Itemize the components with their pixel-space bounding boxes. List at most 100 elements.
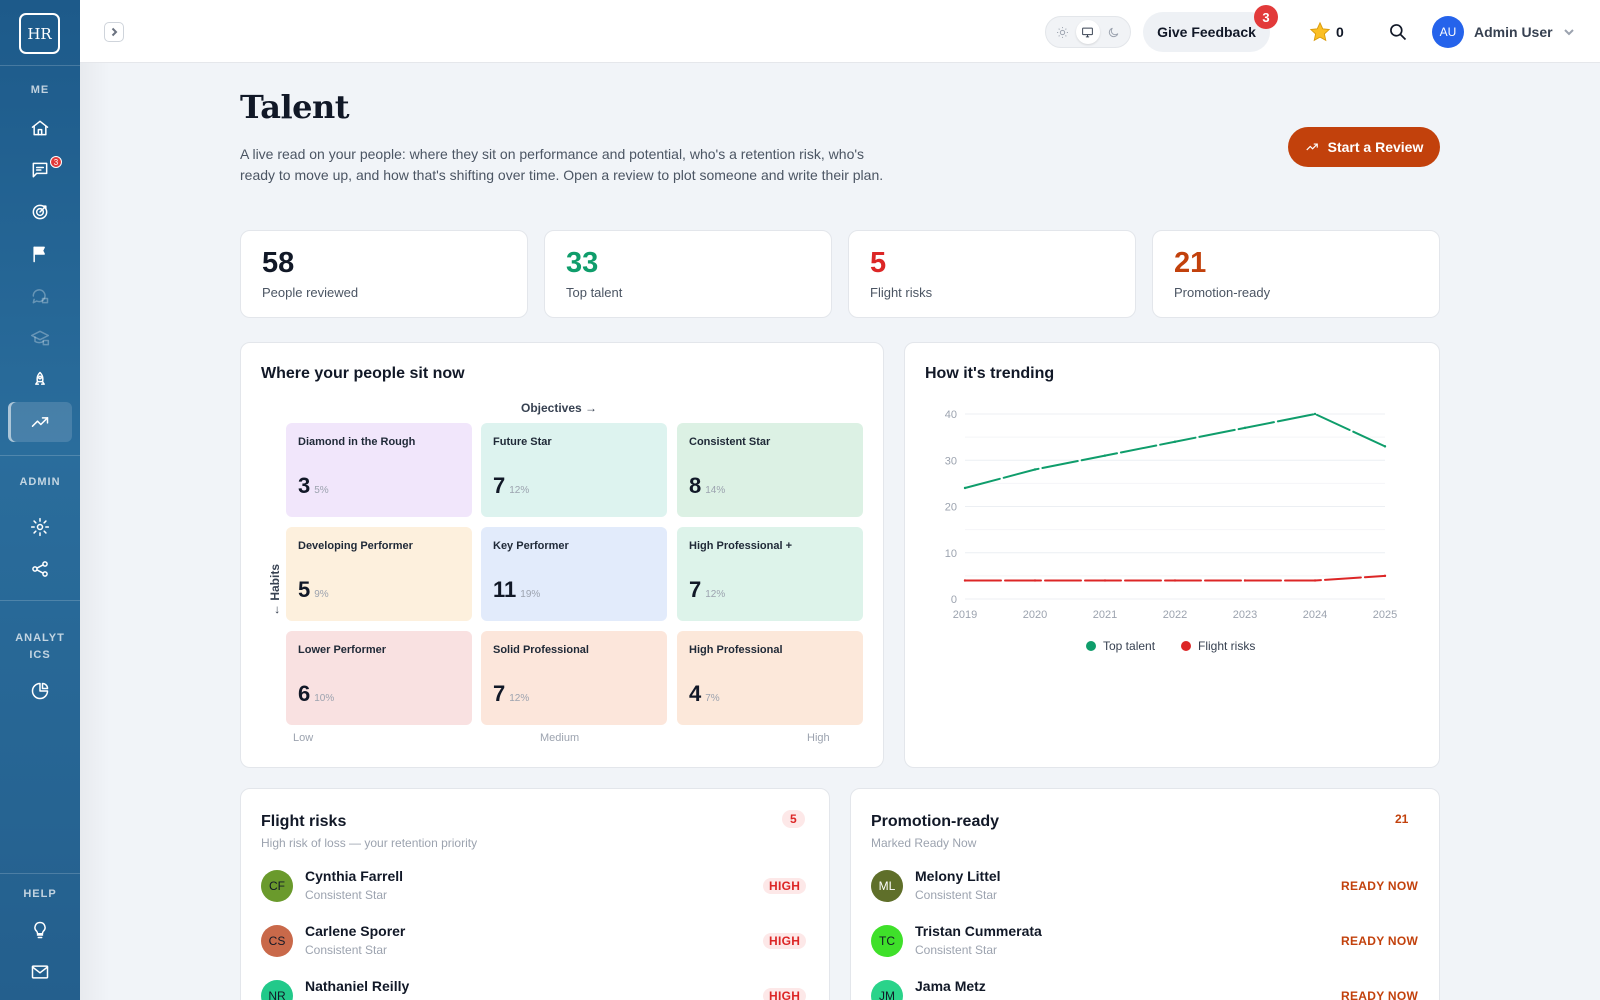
sidebar-item-launch[interactable] xyxy=(8,360,72,400)
give-feedback-button[interactable]: Give Feedback xyxy=(1143,12,1270,52)
stat-card-top-talent[interactable]: 33 Top talent xyxy=(544,230,832,318)
page-title: Talent xyxy=(240,88,350,126)
list-item[interactable]: CF Cynthia Farrell Consistent Star HIGH xyxy=(261,866,811,906)
theme-system-button[interactable] xyxy=(1075,20,1100,44)
stat-card-people-reviewed[interactable]: 58 People reviewed xyxy=(240,230,528,318)
user-menu[interactable]: AU Admin User xyxy=(1432,15,1575,49)
person-role: Consistent Star xyxy=(915,888,998,902)
stat-value: 21 xyxy=(1174,247,1207,279)
avatar: JM xyxy=(871,980,903,1000)
grid-cell-solid-professional[interactable]: Solid Professional 7 12% xyxy=(481,631,667,725)
grid-cell-high-professional[interactable]: High Professional 4 7% xyxy=(677,631,863,725)
cell-percent: 7% xyxy=(705,693,720,704)
sidebar-item-analytics[interactable] xyxy=(8,671,72,711)
data-point-flight-risks xyxy=(1383,574,1387,578)
user-avatar: AU xyxy=(1432,16,1464,48)
flag-icon xyxy=(33,246,45,263)
cell-count: 8 14% xyxy=(689,473,725,499)
y-tick-label: 10 xyxy=(945,548,957,560)
avatar: CF xyxy=(261,870,293,902)
stat-card-flight-risks[interactable]: 5 Flight risks xyxy=(848,230,1136,318)
theme-light-button[interactable] xyxy=(1051,20,1075,44)
grid-cell-diamond-in-the-rough[interactable]: Diamond in the Rough 3 5% xyxy=(286,423,472,517)
x-tick-label: 2021 xyxy=(1093,609,1117,621)
data-point-flight-risks xyxy=(1243,579,1247,582)
list-item[interactable]: NR Nathaniel Reilly HIGH xyxy=(261,976,811,1000)
legend-item-top-talent[interactable]: Top talent xyxy=(1086,639,1155,653)
stat-card-promotion-ready[interactable]: 21 Promotion-ready xyxy=(1152,230,1440,318)
promotion-ready-subtitle: Marked Ready Now xyxy=(871,836,977,850)
list-item[interactable]: JM Jama Metz READY NOW xyxy=(871,976,1421,1000)
stat-label: Flight risks xyxy=(870,285,933,300)
list-item[interactable]: TC Tristan Cummerata Consistent Star REA… xyxy=(871,921,1421,961)
list-item[interactable]: ML Melony Littel Consistent Star READY N… xyxy=(871,866,1421,906)
sidebar-item-contact[interactable] xyxy=(8,952,72,992)
theme-dark-button[interactable] xyxy=(1101,20,1125,44)
sidebar-section-help: HELP xyxy=(23,888,57,900)
person-name: Melony Littel xyxy=(915,868,1001,884)
cell-count: 6 10% xyxy=(298,681,334,707)
y-axis-label: ← Habits xyxy=(268,563,283,617)
sidebar-item-learning-locked xyxy=(8,318,72,358)
cell-count-value: 8 xyxy=(689,473,702,498)
ready-status-badge: READY NOW xyxy=(1341,879,1419,893)
start-review-button[interactable]: Start a Review xyxy=(1288,127,1440,167)
monitor-icon xyxy=(1082,27,1094,37)
trend-card: How it's trending 0 10 20 30 40 2019 2020 2021 2… xyxy=(904,342,1440,768)
grid-cell-developing-performer[interactable]: Developing Performer 5 9% xyxy=(286,527,472,621)
legend-item-flight-risks[interactable]: Flight risks xyxy=(1181,639,1255,653)
app-logo[interactable]: HR xyxy=(19,13,60,54)
trend-title: How it's trending xyxy=(925,365,1055,382)
sidebar-section-admin: ADMIN xyxy=(19,476,61,488)
avatar: ML xyxy=(871,870,903,902)
y-tick-label: 0 xyxy=(951,594,957,606)
grid-cell-lower-performer[interactable]: Lower Performer 6 10% xyxy=(286,631,472,725)
data-point-top-talent xyxy=(963,486,967,490)
list-item[interactable]: CS Carlene Sporer Consistent Star HIGH xyxy=(261,921,811,961)
sidebar-item-talent[interactable] xyxy=(8,402,72,442)
theme-toggle xyxy=(1045,16,1131,48)
cell-count: 7 12% xyxy=(493,473,529,499)
search-icon xyxy=(1390,24,1407,41)
sidebar-item-milestones[interactable] xyxy=(8,234,72,274)
sidebar-item-goals[interactable] xyxy=(8,192,72,232)
points-display[interactable]: 0 xyxy=(1309,20,1344,44)
stat-value: 5 xyxy=(870,247,887,279)
sidebar-item-home[interactable] xyxy=(8,108,72,148)
page-description: A live read on your people: where they s… xyxy=(240,146,884,183)
sidebar-toggle-button[interactable] xyxy=(104,22,124,42)
sidebar-item-settings[interactable] xyxy=(8,507,72,547)
cell-name: Future Star xyxy=(493,436,552,448)
promotion-ready-count-badge: 21 xyxy=(1395,812,1409,826)
home-icon xyxy=(31,120,49,136)
message-icon xyxy=(32,162,48,178)
data-point-flight-risks xyxy=(1313,579,1317,582)
moon-icon xyxy=(1108,27,1119,37)
cell-count-value: 7 xyxy=(689,577,702,602)
search-button[interactable] xyxy=(1384,18,1412,46)
sidebar-item-tips[interactable] xyxy=(8,910,72,950)
grid-cell-consistent-star[interactable]: Consistent Star 8 14% xyxy=(677,423,863,517)
cell-name: Solid Professional xyxy=(493,644,589,656)
grid-cell-future-star[interactable]: Future Star 7 12% xyxy=(481,423,667,517)
cell-count-value: 7 xyxy=(493,473,506,498)
star-icon xyxy=(1309,21,1331,42)
cell-name: High Professional xyxy=(689,644,783,656)
sidebar-item-integrations[interactable] xyxy=(8,549,72,589)
x-tick-high: High xyxy=(807,732,830,744)
avatar: NR xyxy=(261,980,293,1000)
start-review-label: Start a Review xyxy=(1327,139,1424,155)
cell-count-value: 5 xyxy=(298,577,311,602)
cell-count: 4 7% xyxy=(689,681,720,707)
legend-swatch xyxy=(1181,641,1191,651)
grid-cell-key-performer[interactable]: Key Performer 11 19% xyxy=(481,527,667,621)
sidebar-section-analytics-line1: ANALYT xyxy=(15,632,65,644)
cell-count: 3 5% xyxy=(298,473,329,499)
sidebar-item-messages[interactable]: 3 xyxy=(8,150,72,190)
cell-percent: 14% xyxy=(705,485,726,496)
points-value: 0 xyxy=(1336,24,1344,40)
cell-count: 11 19% xyxy=(493,577,540,603)
cell-percent: 12% xyxy=(509,485,530,496)
grid-cell-high-professional-plus[interactable]: High Professional + 7 12% xyxy=(677,527,863,621)
person-role: Consistent Star xyxy=(305,888,388,902)
